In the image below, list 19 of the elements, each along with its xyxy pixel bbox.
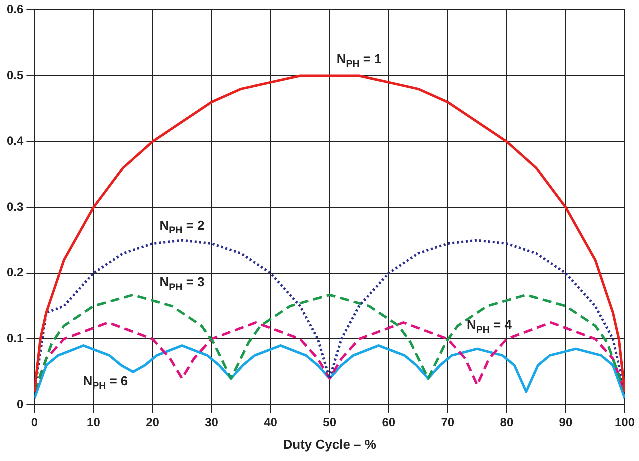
x-tick-label: 100 <box>614 416 636 430</box>
y-tick-label: 0.5 <box>6 68 24 82</box>
x-tick-label: 90 <box>559 416 573 430</box>
y-tick-label: 0.6 <box>6 2 24 17</box>
y-tick-label: 0.3 <box>6 200 24 214</box>
x-tick-label: 10 <box>87 416 101 430</box>
x-axis-title: Duty Cycle – % <box>283 436 377 452</box>
x-tick-label: 30 <box>205 416 219 430</box>
x-tick-label: 80 <box>500 416 514 430</box>
x-tick-label: 70 <box>441 416 455 430</box>
x-tick-label: 60 <box>382 416 396 430</box>
y-tick-label: 0.2 <box>6 266 24 280</box>
x-tick-label: 50 <box>323 416 337 430</box>
y-tick-label: 0.1 <box>6 332 24 346</box>
y-tick-label: 0.4 <box>6 134 24 148</box>
x-tick-label: 40 <box>264 416 278 430</box>
y-tick-label: 0 <box>16 397 24 412</box>
x-tick-label: 20 <box>146 416 160 430</box>
x-tick-label: 0 <box>31 416 38 430</box>
